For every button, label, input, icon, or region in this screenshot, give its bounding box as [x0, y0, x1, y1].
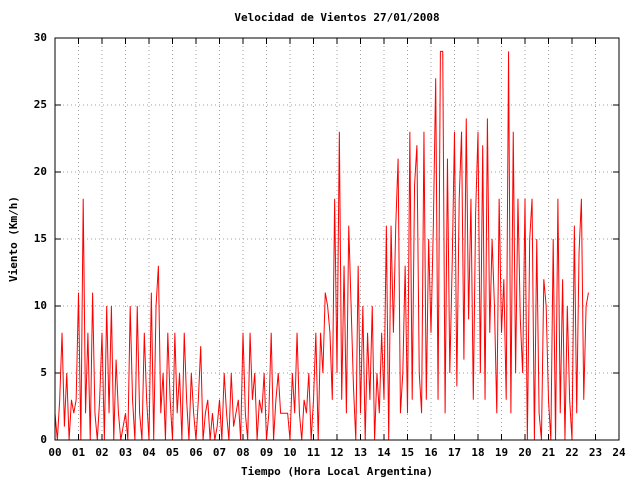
x-tick-label: 15 [401, 446, 414, 459]
y-tick-label: 20 [34, 165, 47, 178]
x-tick-label: 05 [166, 446, 179, 459]
x-tick-label: 18 [471, 446, 484, 459]
x-tick-label: 11 [307, 446, 321, 459]
x-tick-label: 14 [377, 446, 391, 459]
x-tick-label: 20 [518, 446, 531, 459]
chart-title: Velocidad de Vientos 27/01/2008 [234, 11, 439, 24]
x-tick-label: 07 [213, 446, 226, 459]
data-line [54, 50, 589, 441]
x-tick-label: 00 [48, 446, 61, 459]
x-tick-label: 06 [189, 446, 203, 459]
x-tick-label: 09 [260, 446, 273, 459]
x-tick-label: 01 [72, 446, 86, 459]
x-tick-label: 04 [142, 446, 156, 459]
x-tick-label: 08 [236, 446, 249, 459]
x-tick-label: 23 [589, 446, 602, 459]
x-tick-label: 24 [612, 446, 626, 459]
x-tick-label: 13 [354, 446, 367, 459]
y-tick-label: 0 [40, 433, 47, 446]
x-tick-label: 03 [119, 446, 132, 459]
y-tick-label: 10 [34, 299, 47, 312]
y-tick-label: 5 [40, 366, 47, 379]
x-tick-label: 10 [283, 446, 296, 459]
x-tick-label: 12 [330, 446, 343, 459]
y-tick-label: 25 [34, 98, 47, 111]
plot-border [54, 37, 620, 441]
y-tick-label: 15 [34, 232, 47, 245]
y-tick-label: 30 [34, 31, 47, 44]
x-tick-label: 02 [95, 446, 108, 459]
x-tick-label: 19 [495, 446, 508, 459]
x-tick-label: 16 [424, 446, 438, 459]
x-tick-label: 21 [542, 446, 556, 459]
x-tick-label: 22 [565, 446, 578, 459]
x-axis-label: Tiempo (Hora Local Argentina) [241, 465, 433, 478]
y-axis-label: Viento (Km/h) [7, 196, 20, 282]
x-tick-label: 17 [448, 446, 461, 459]
